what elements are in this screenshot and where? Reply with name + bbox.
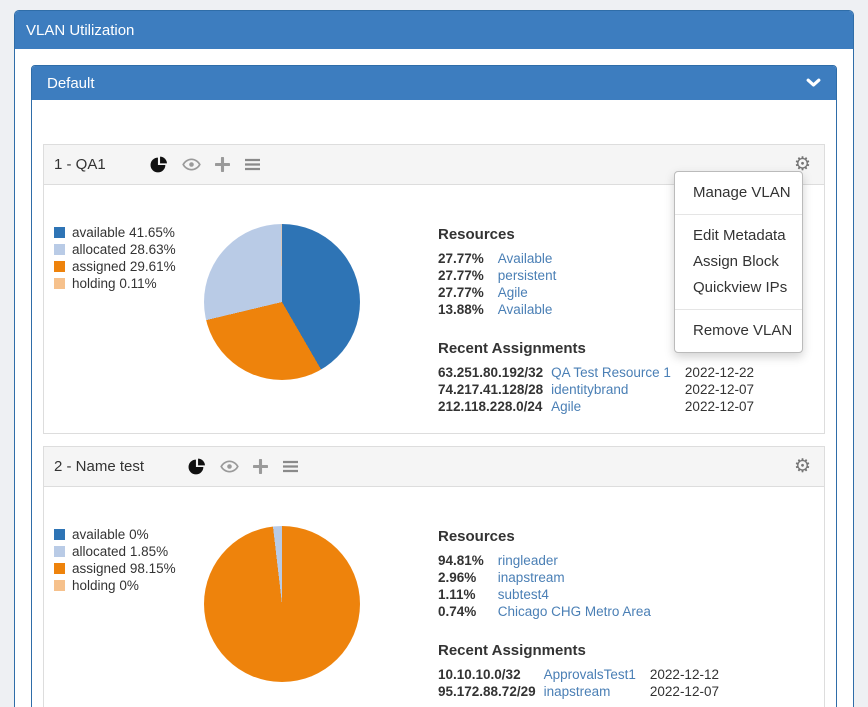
vlan-card-header: 2 - Name test	[44, 447, 824, 487]
recent-assignments-table: 10.10.10.0/32 ApprovalsTest1 2022-12-12 95…	[438, 666, 733, 700]
assignment-row: 63.251.80.192/32 QA Test Resource 1 2022-1…	[438, 364, 768, 381]
vlan-card-name-test: 2 - Name test	[43, 446, 825, 707]
resources-table: 27.77% Available 27.77% persistent 27.77% A…	[438, 250, 570, 318]
legend-item-holding: holding 0.11%	[54, 275, 204, 292]
assignment-resource-link[interactable]: QA Test Resource 1	[551, 365, 671, 380]
menu-divider	[675, 214, 802, 215]
legend-swatch	[54, 563, 65, 574]
chevron-down-icon[interactable]	[806, 78, 821, 88]
assignment-resource-link[interactable]: identitybrand	[551, 382, 629, 397]
resource-row: 27.77% Available	[438, 251, 553, 266]
vlan-context-menu: Manage VLAN Edit Metadata Assign Block Q…	[674, 171, 803, 353]
resource-link[interactable]: inapstream	[497, 570, 565, 585]
menu-item-assign-block[interactable]: Assign Block	[693, 253, 779, 270]
utilization-pie-chart	[204, 526, 360, 682]
assignment-row: 74.217.41.128/28 identitybrand 2022-12-07	[438, 381, 768, 398]
recent-assignments-heading: Recent Assignments	[438, 340, 586, 357]
pie-legend: available 0% allocated 1.85% assigned 98…	[54, 526, 204, 594]
legend-swatch	[54, 529, 65, 540]
vlan-details: Resources 94.81% ringleader 2.96% inapstre…	[438, 526, 733, 700]
eye-icon[interactable]	[181, 158, 201, 171]
vlan-details: Resources 27.77% Available 27.77% persiste…	[438, 224, 768, 415]
pie-legend: available 41.65% allocated 28.63% assign…	[54, 224, 204, 292]
resource-link[interactable]: Chicago CHG Metro Area	[497, 604, 651, 619]
menu-divider	[675, 309, 802, 310]
gear-icon[interactable]: ⚙	[793, 456, 811, 477]
pie-chart-icon[interactable]	[188, 458, 206, 476]
vlan-title: 2 - Name test	[54, 458, 145, 475]
legend-swatch	[54, 244, 65, 255]
group-header-default[interactable]: Default	[32, 66, 836, 100]
resource-link[interactable]: ringleader	[497, 553, 558, 568]
vlan-card-header: 1 - QA1	[44, 145, 824, 185]
legend-item-assigned: assigned 29.61%	[54, 258, 204, 275]
assignment-resource-link[interactable]: inapstream	[543, 684, 611, 699]
recent-assignments-heading: Recent Assignments	[438, 642, 586, 659]
legend-item-allocated: allocated 28.63%	[54, 241, 204, 258]
legend-item-assigned: assigned 98.15%	[54, 560, 204, 577]
plus-icon[interactable]	[253, 459, 269, 474]
utilization-pie-chart	[204, 224, 360, 380]
assignment-resource-link[interactable]: Agile	[551, 399, 582, 414]
vlan-toolbar	[188, 458, 299, 476]
resource-row: 2.96% inapstream	[438, 570, 565, 585]
resources-table: 94.81% ringleader 2.96% inapstream 1.11% su…	[438, 552, 665, 620]
vlan-title: 1 - QA1	[54, 156, 106, 173]
resource-link[interactable]: persistent	[497, 268, 557, 283]
recent-assignments-table: 63.251.80.192/32 QA Test Resource 1 2022-1…	[438, 364, 768, 415]
legend-swatch	[54, 227, 65, 238]
resource-link[interactable]: Available	[497, 302, 553, 317]
group-panel-default: Default 1 - QA1	[31, 65, 837, 707]
assignment-row: 95.172.88.72/29 inapstream 2022-12-07	[438, 683, 733, 700]
resource-row: 27.77% Agile	[438, 285, 528, 300]
plus-icon[interactable]	[214, 157, 230, 172]
resource-link[interactable]: Agile	[497, 285, 528, 300]
assignment-row: 212.118.228.0/24 Agile 2022-12-07	[438, 398, 768, 415]
assignment-date: 2022-12-12	[649, 667, 719, 682]
legend-item-available: available 41.65%	[54, 224, 204, 241]
menu-item-manage-vlan[interactable]: Manage VLAN	[693, 184, 791, 201]
menu-item-quickview-ips[interactable]: Quickview IPs	[693, 279, 788, 296]
resource-link[interactable]: Available	[497, 251, 553, 266]
assignment-row: 10.10.10.0/32 ApprovalsTest1 2022-12-12	[438, 666, 733, 683]
assignment-date: 2022-12-07	[684, 382, 754, 397]
assignment-date: 2022-12-07	[649, 684, 719, 699]
page-title: VLAN Utilization	[26, 21, 135, 39]
pie-chart-icon[interactable]	[150, 156, 168, 174]
legend-swatch	[54, 546, 65, 557]
vlan-card-body: available 0% allocated 1.85% assigned 98…	[44, 487, 824, 707]
resources-heading: Resources	[438, 226, 515, 243]
resources-heading: Resources	[438, 528, 515, 545]
group-title: Default	[47, 74, 95, 92]
vlan-utilization-panel: VLAN Utilization Default 1 - QA1	[14, 10, 854, 707]
menu-item-edit-metadata[interactable]: Edit Metadata	[693, 227, 786, 244]
legend-item-allocated: allocated 1.85%	[54, 543, 204, 560]
resource-row: 13.88% Available	[438, 302, 553, 317]
assignment-date: 2022-12-22	[684, 365, 754, 380]
resource-row: 27.77% persistent	[438, 268, 557, 283]
menu-item-remove-vlan[interactable]: Remove VLAN	[693, 322, 793, 339]
resource-row: 0.74% Chicago CHG Metro Area	[438, 604, 651, 619]
resource-row: 1.11% subtest4	[438, 587, 549, 602]
list-menu-icon[interactable]	[282, 460, 299, 473]
vlan-toolbar	[150, 156, 261, 174]
legend-swatch	[54, 278, 65, 289]
legend-swatch	[54, 580, 65, 591]
resource-row: 94.81% ringleader	[438, 553, 558, 568]
assignment-date: 2022-12-07	[684, 399, 754, 414]
list-menu-icon[interactable]	[244, 158, 261, 171]
gear-icon[interactable]: ⚙	[793, 154, 811, 175]
vlan-card-body: available 41.65% allocated 28.63% assign…	[44, 185, 824, 433]
legend-swatch	[54, 261, 65, 272]
eye-icon[interactable]	[220, 460, 239, 473]
panel-body: Default 1 - QA1	[15, 49, 853, 707]
assignment-resource-link[interactable]: ApprovalsTest1	[543, 667, 636, 682]
legend-item-holding: holding 0%	[54, 577, 204, 594]
resource-link[interactable]: subtest4	[497, 587, 549, 602]
legend-item-available: available 0%	[54, 526, 204, 543]
panel-header: VLAN Utilization	[15, 11, 853, 49]
